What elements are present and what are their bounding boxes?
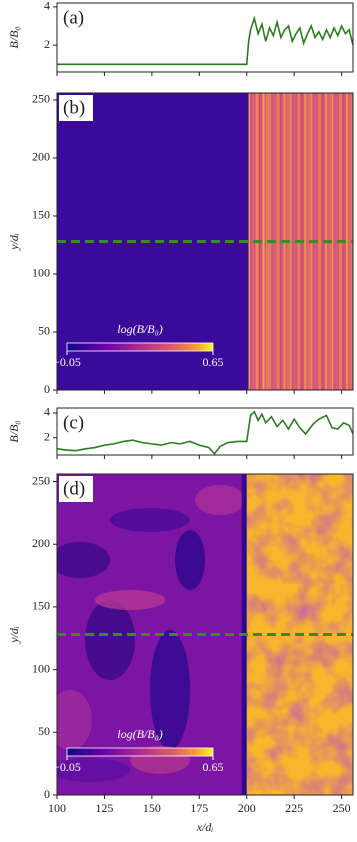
colorbar-label: log(B/B₀) (117, 322, 163, 336)
field-stripe (346, 93, 349, 390)
y-tick-label: 150 (32, 208, 50, 222)
y-axis-label: y/dᵢ (7, 626, 21, 644)
y-tick-label: 200 (32, 150, 50, 164)
field-stripe (293, 93, 296, 390)
field-swirl (57, 542, 110, 578)
field-swirl (95, 590, 165, 610)
axes-frame (56, 92, 354, 391)
axes-frame (56, 407, 354, 456)
x-tick-label: 175 (190, 801, 208, 815)
y-tick-label: 50 (38, 724, 50, 738)
x-tick-label: 200 (238, 801, 256, 815)
field-swirl (57, 690, 92, 750)
panel-label-box (59, 95, 93, 121)
x-tick-label: 125 (95, 801, 113, 815)
y-tick-label: 100 (32, 661, 50, 675)
field-stripe (335, 93, 338, 390)
field-stripe (321, 93, 323, 390)
plot-area (57, 410, 353, 455)
line (57, 410, 353, 455)
y-tick-label: 150 (32, 599, 50, 613)
colorbar (66, 747, 214, 757)
y-tick-label: 0 (44, 382, 50, 396)
field-swirl (85, 600, 135, 680)
axes-frame (56, 473, 354, 796)
field-stripe (290, 93, 292, 390)
axes-frame (56, 2, 354, 73)
field-stripe (304, 93, 307, 390)
field-stripe (332, 93, 334, 390)
y-tick-label: 250 (32, 92, 50, 106)
panel-label: (b) (63, 97, 85, 118)
y-axis-label: B/B₀ (7, 420, 21, 442)
colorbar-tick-label: −0.05 (53, 355, 81, 369)
field-swirl (57, 758, 130, 782)
field-stripe (262, 93, 265, 390)
panel-label-box (59, 410, 93, 436)
colorbar (66, 342, 214, 352)
field-swirl (175, 530, 205, 590)
colorbar-label: log(B/B₀) (117, 727, 163, 741)
y-tick-label: 2 (44, 429, 50, 443)
x-tick-label: 150 (143, 801, 161, 815)
y-tick-label: 200 (32, 536, 50, 550)
field-swirl (110, 508, 190, 532)
field-swirl (195, 485, 245, 515)
x-tick-label: 100 (48, 801, 66, 815)
x-tick-label: 225 (285, 801, 303, 815)
plot-area (57, 93, 353, 390)
y-tick-label: 0 (44, 787, 50, 801)
panel-label: (d) (63, 478, 85, 499)
field-stripe (248, 93, 250, 390)
y-tick-label: 250 (32, 473, 50, 487)
colorbar-tick-label: 0.65 (203, 760, 224, 774)
panel-label-box (59, 5, 93, 31)
panel-label-box (59, 476, 93, 502)
panel-label: (c) (63, 412, 84, 433)
y-tick-label: 100 (32, 266, 50, 280)
panel-label: (a) (63, 7, 84, 28)
y-tick-label: 2 (44, 37, 50, 51)
field-stripe (276, 93, 280, 390)
y-axis-label: B/B₀ (7, 26, 21, 48)
x-axis-label: x/dᵢ (196, 820, 214, 834)
y-tick-label: 4 (44, 405, 50, 419)
line (57, 15, 353, 66)
y-axis-label: y/dᵢ (7, 233, 21, 251)
plot-area (57, 474, 353, 795)
field-stripe (318, 93, 322, 390)
x-tick-label: 250 (333, 801, 351, 815)
field-stripe (279, 93, 281, 390)
field-swirl (150, 630, 190, 750)
y-tick-label: 4 (44, 0, 50, 13)
y-tick-label: 50 (38, 324, 50, 338)
colorbar-tick-label: −0.05 (53, 760, 81, 774)
plot-area (57, 15, 353, 66)
colorbar-tick-label: 0.65 (203, 355, 224, 369)
